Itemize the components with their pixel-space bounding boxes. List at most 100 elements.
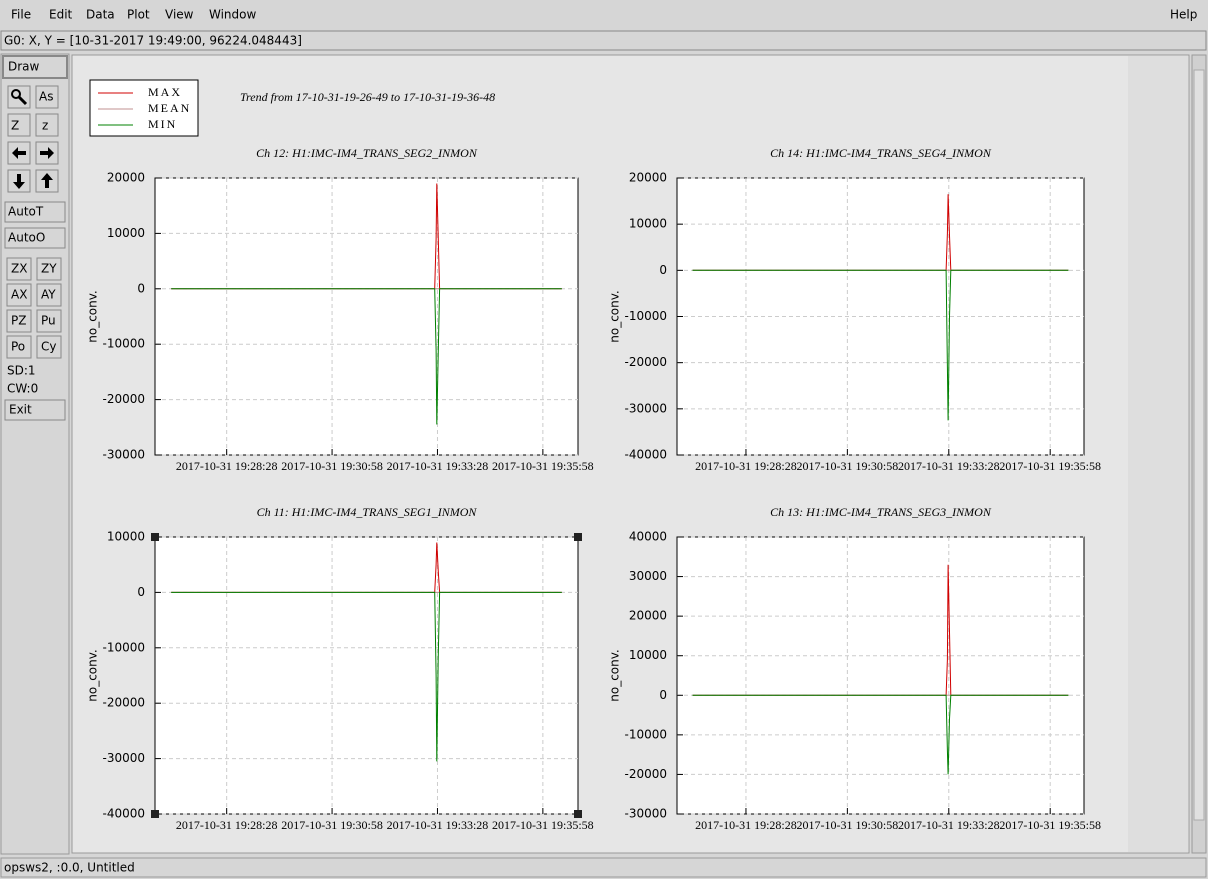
x-tick-label: 2017-10-31 19:33:28 [387, 459, 489, 473]
main-title: Trend from 17-10-31-19-26-49 to 17-10-31… [240, 90, 495, 104]
tool-button[interactable] [36, 257, 62, 281]
x-tick-label: 2017-10-31 19:35:58 [492, 818, 594, 832]
tool-button[interactable] [36, 335, 62, 359]
exit-button[interactable] [4, 399, 66, 421]
y-tick-label: -20000 [102, 392, 145, 406]
status-text: G0: X, Y = [10-31-2017 19:49:00, 96224.0… [4, 34, 302, 48]
y-tick-label: -40000 [102, 807, 145, 821]
tool-button[interactable] [6, 309, 32, 333]
icon-buttons: As Z z [7, 85, 59, 193]
x-tick-label: 2017-10-31 19:30:58 [797, 459, 899, 473]
menu-item[interactable]: Edit [49, 8, 73, 22]
chart-title: Ch 11: H1:IMC-IM4_TRANS_SEG1_INMON [257, 505, 478, 519]
menu-item[interactable]: Data [86, 8, 115, 22]
y-tick-label: 0 [659, 688, 667, 702]
x-tick-label: 2017-10-31 19:33:28 [387, 818, 489, 832]
selection-handle [574, 810, 582, 818]
selection-handle [151, 810, 159, 818]
scroll-thumb[interactable] [1193, 69, 1205, 821]
y-tick-label: -10000 [624, 309, 667, 323]
y-tick-label: -40000 [624, 448, 667, 462]
y-tick-label: 10000 [629, 217, 667, 231]
x-tick-label: 2017-10-31 19:28:28 [695, 818, 797, 832]
tool-button[interactable] [6, 283, 32, 307]
y-tick-label: 20000 [629, 171, 667, 185]
y-tick-label: 40000 [629, 530, 667, 544]
autot-button[interactable] [4, 201, 66, 223]
series-line [171, 288, 562, 425]
menu-item[interactable]: File [11, 8, 31, 22]
y-tick-label: -20000 [624, 767, 667, 781]
x-tick-label: 2017-10-31 19:33:28 [898, 818, 1000, 832]
button-label: AutoO [8, 231, 45, 245]
y-tick-label: 30000 [629, 569, 667, 583]
legend-label: MIN [148, 117, 177, 131]
tool-label: PZ [11, 314, 26, 328]
as-icon[interactable] [35, 85, 59, 109]
magnifier [11, 89, 21, 99]
y-tick-label: -10000 [102, 640, 145, 654]
y-axis-label: no_conv. [86, 290, 100, 342]
y-tick-label: 10000 [107, 226, 145, 240]
tool-label: Cy [41, 340, 56, 354]
selection-handle [574, 533, 582, 541]
icon-label: z [42, 119, 48, 133]
menu-help[interactable]: Help [1170, 8, 1197, 22]
y-tick-label: -20000 [624, 355, 667, 369]
plot-area [154, 177, 579, 456]
y-tick-label: 0 [137, 585, 145, 599]
menu-item[interactable]: Window [209, 8, 257, 22]
tool-label: ZY [41, 262, 57, 276]
y-axis-label: no_conv. [608, 649, 622, 701]
cw-label: CW:0 [7, 382, 38, 396]
menu-bar: File Edit Data Plot View Window Help [11, 8, 1197, 22]
series-line [171, 591, 562, 762]
y-tick-label: -30000 [102, 751, 145, 765]
x-tick-label: 2017-10-31 19:35:58 [999, 459, 1101, 473]
tool-button[interactable] [6, 335, 32, 359]
autoo-button[interactable] [4, 227, 66, 249]
series-line [692, 269, 1069, 421]
x-tick-label: 2017-10-31 19:35:58 [492, 459, 594, 473]
icon-label: As [39, 90, 53, 104]
z-icon[interactable] [7, 113, 31, 137]
y-tick-label: -30000 [624, 807, 667, 821]
status-box [0, 30, 1207, 51]
footer-bar [0, 857, 1207, 878]
menu-item[interactable]: View [165, 8, 194, 22]
tool-label: AY [41, 288, 56, 302]
draw-label: Draw [8, 60, 40, 74]
y-tick-label: 0 [659, 263, 667, 277]
z-small-icon[interactable] [35, 113, 59, 137]
y-tick-label: -20000 [102, 696, 145, 710]
tool-label: ZX [11, 262, 27, 276]
chart-title: Ch 12: H1:IMC-IM4_TRANS_SEG2_INMON [256, 146, 478, 160]
selection-handle [151, 533, 159, 541]
tool-button[interactable] [36, 309, 62, 333]
y-tick-label: 0 [137, 281, 145, 295]
tool-button[interactable] [6, 257, 32, 281]
y-tick-label: -10000 [624, 727, 667, 741]
exit-label: Exit [9, 403, 32, 417]
y-tick-label: -10000 [102, 337, 145, 351]
x-tick-label: 2017-10-31 19:28:28 [176, 818, 278, 832]
arrow-right [40, 147, 54, 159]
magnifier-handle [17, 95, 28, 106]
plot-area [676, 536, 1085, 815]
tool-label: Po [11, 340, 25, 354]
x-tick-label: 2017-10-31 19:30:58 [797, 818, 899, 832]
y-tick-label: 20000 [107, 171, 145, 185]
menu-item[interactable]: Plot [127, 8, 150, 22]
draw-button[interactable] [2, 55, 68, 79]
y-tick-label: -30000 [624, 401, 667, 415]
y-tick-label: 20000 [629, 609, 667, 623]
footer-text: opsws2, :0.0, Untitled [4, 861, 135, 875]
plot-area [154, 536, 579, 815]
x-tick-label: 2017-10-31 19:30:58 [281, 818, 383, 832]
series-line [692, 694, 1069, 775]
tool-button[interactable] [36, 283, 62, 307]
arrow-down [13, 174, 25, 189]
tool-label: AX [11, 288, 27, 302]
x-tick-label: 2017-10-31 19:30:58 [281, 459, 383, 473]
